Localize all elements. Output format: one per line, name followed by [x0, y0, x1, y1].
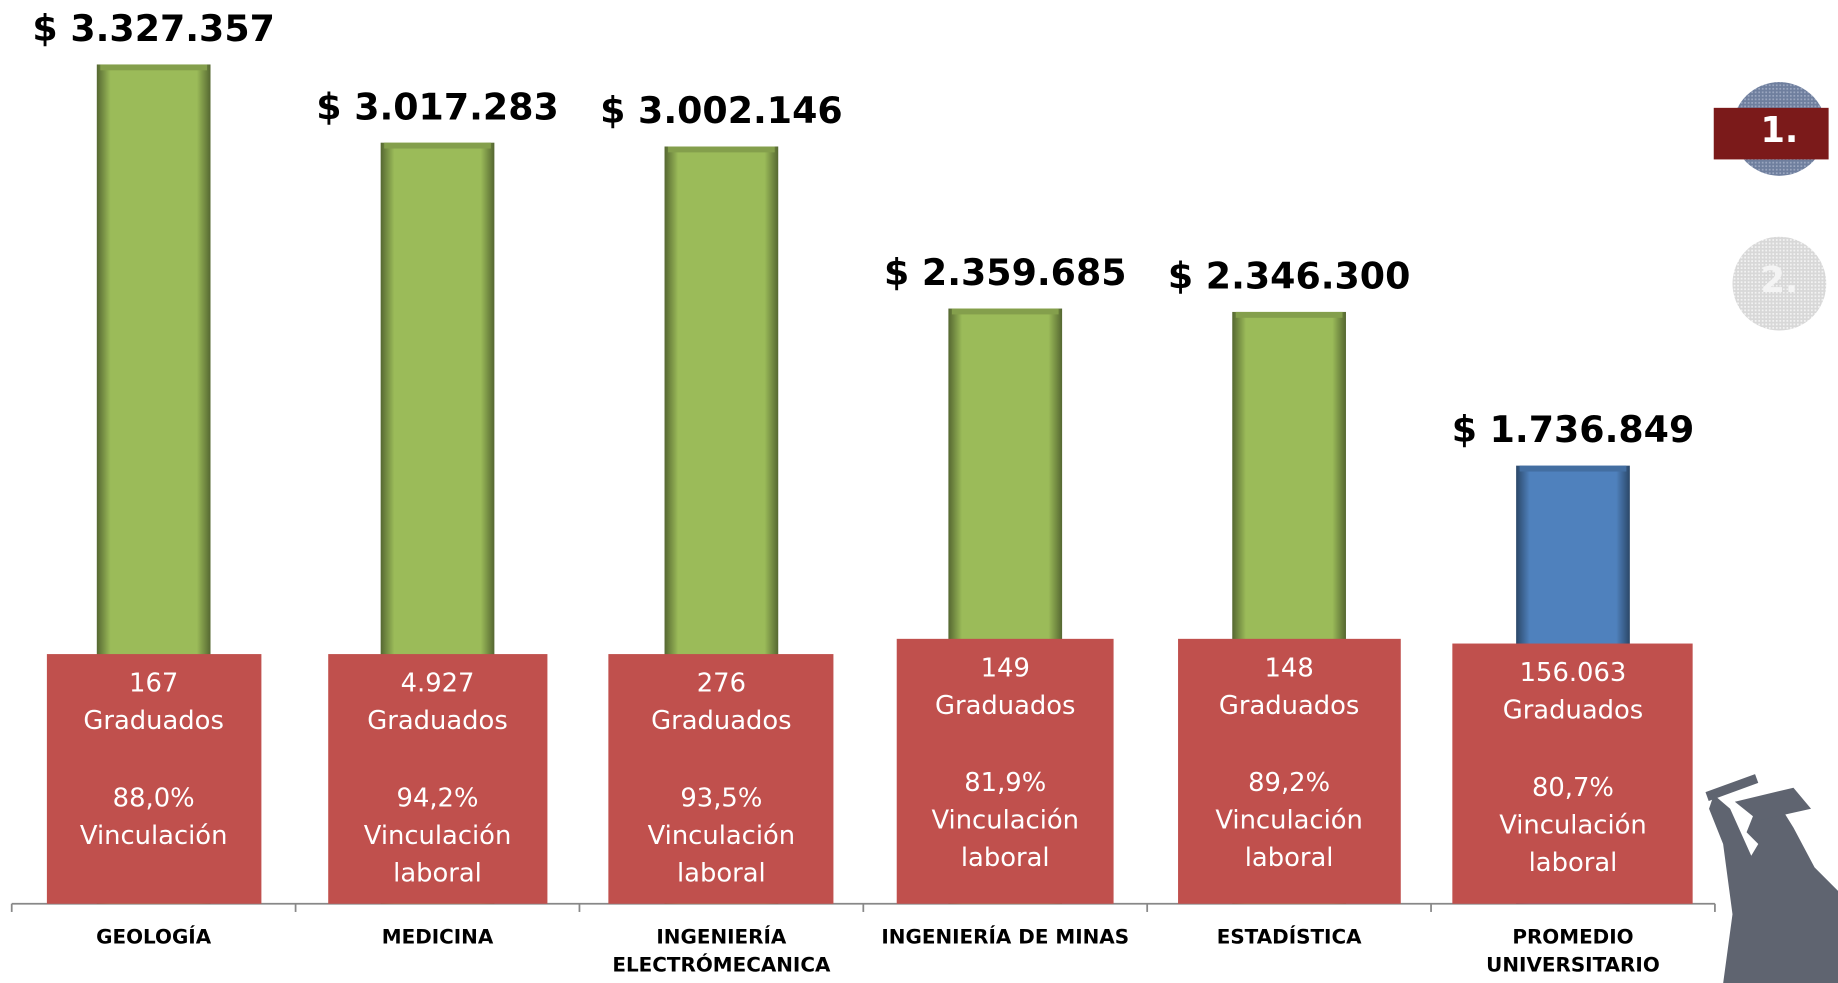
- bar-top: [668, 147, 775, 153]
- spacer: [46, 741, 261, 781]
- graduate-silhouette: [1709, 795, 1838, 983]
- x-tick-label: PROMEDIO UNIVERSITARIO: [1438, 924, 1708, 980]
- slide: $ 3.327.357167Graduados88,0%VinculaciónG…: [0, 0, 1838, 983]
- bar-top: [952, 309, 1059, 315]
- employment-label: Vinculación laboral: [917, 803, 1093, 878]
- x-tick-label: INGENIERÍA ELECTRÓMECANICA: [587, 924, 857, 980]
- value-label: $ 2.359.685: [865, 252, 1146, 294]
- employment-rate: 80,7%: [1453, 770, 1693, 808]
- employment-label: Vinculación laboral: [350, 818, 526, 893]
- employment-label: Vinculación laboral: [1485, 808, 1661, 883]
- employment-label: Vinculación laboral: [633, 818, 809, 893]
- nav-item[interactable]: 2.: [1732, 260, 1826, 301]
- diploma: [1705, 774, 1758, 801]
- employment-rate: 89,2%: [1178, 765, 1401, 803]
- bar-top: [1236, 312, 1343, 318]
- page: $ 3.327.357167Graduados88,0%VinculaciónG…: [0, 0, 1838, 983]
- spacer: [328, 741, 547, 781]
- x-tick-label: ESTADÍSTICA: [1154, 924, 1424, 952]
- graduate-cap: [1735, 788, 1811, 821]
- employment-rate: 94,2%: [328, 781, 547, 819]
- bar-top: [384, 143, 491, 149]
- spacer: [609, 741, 834, 781]
- graduates-count: 156.063: [1453, 655, 1693, 693]
- graduates-count: 4.927: [328, 666, 547, 704]
- spacer: [1178, 726, 1401, 766]
- employment-rate: 88,0%: [46, 781, 261, 819]
- employment-rate: 81,9%: [897, 765, 1114, 803]
- value-label: $ 2.346.300: [1148, 256, 1429, 298]
- spacer: [897, 726, 1114, 766]
- value-label: $ 3.002.146: [581, 90, 862, 132]
- employment-label: Vinculación laboral: [1201, 803, 1377, 878]
- graduates-count: 167: [46, 666, 261, 704]
- bar-top: [100, 64, 207, 70]
- x-tick-label: GEOLOGÍA: [19, 924, 289, 952]
- graduates-label: Graduados: [1178, 688, 1401, 726]
- value-label: $ 3.017.283: [297, 86, 578, 128]
- employment-rate: 93,5%: [609, 781, 834, 819]
- x-tick-label: MEDICINA: [303, 924, 573, 952]
- graduates-count: 276: [609, 666, 834, 704]
- graduates-label: Graduados: [609, 703, 834, 741]
- graduates-label: Graduados: [897, 688, 1114, 726]
- graduates-label: Graduados: [46, 703, 261, 741]
- graduates-count: 148: [1178, 651, 1401, 689]
- employment-label: Vinculación: [66, 818, 242, 856]
- graduates-count: 149: [897, 651, 1114, 689]
- x-tick-label: INGENIERÍA DE MINAS: [870, 924, 1140, 952]
- graduates-label: Graduados: [328, 703, 547, 741]
- bar-top: [1520, 466, 1627, 472]
- value-label: $ 3.327.357: [13, 8, 294, 50]
- value-label: $ 1.736.849: [1432, 409, 1713, 451]
- nav-item[interactable]: 1.: [1732, 110, 1826, 151]
- graduates-label: Graduados: [1453, 693, 1693, 731]
- spacer: [1453, 730, 1693, 770]
